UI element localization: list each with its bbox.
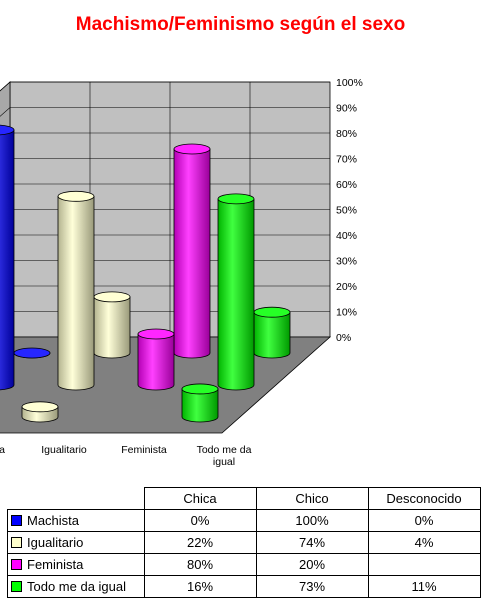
chart-title: Machismo/Feminismo según el sexo (75, 14, 406, 35)
table-row: Todo me da igual 16% 73% 11% (7, 575, 481, 598)
table-row-label: Igualitario (7, 531, 145, 554)
gridline (0, 107, 330, 117)
table-header-row: Chica Chico Desconocido (7, 487, 481, 510)
bar-body (137, 333, 175, 391)
category-label: Igualitario (41, 444, 87, 456)
table-cell: 100% (255, 509, 369, 532)
bar-todo-me-da-igual-desconocido (181, 383, 219, 423)
bar-top (57, 190, 95, 202)
table-row-label: Todo me da igual (7, 575, 145, 598)
table-cell: 73% (255, 575, 369, 598)
row-label-text: Todo me da igual (27, 579, 127, 594)
bar-top (21, 401, 59, 413)
category-label: igual (213, 456, 235, 468)
bar-top (253, 306, 291, 318)
table-header-chica: Chica (143, 487, 257, 510)
y-tick-label: 0% (336, 332, 351, 344)
chart-bars (0, 124, 291, 423)
bar-body (0, 129, 15, 391)
chart-axis-labels: 0% 10% 20% 30% 40% 50% 60% 70% 80% 90% 100% Machist… (0, 77, 363, 468)
legend-swatch-machista (11, 515, 22, 526)
table-cell: 0% (143, 509, 257, 532)
table-header-desconocido: Desconocido (367, 487, 481, 510)
category-label: Todo me da (197, 444, 252, 456)
table-cell: 80% (143, 553, 257, 576)
bar-machista-chico (0, 124, 15, 391)
y-tick-label: 20% (336, 281, 357, 293)
table-corner (7, 487, 145, 510)
category-label: Feminista (121, 444, 167, 456)
bar-body (181, 388, 219, 423)
table-cell: 74% (255, 531, 369, 554)
data-table: Chica Chico Desconocido Machista 0% 100%… (7, 487, 481, 598)
table-cell: 20% (255, 553, 369, 576)
table-row-label: Feminista (7, 553, 145, 576)
y-tick-label: 60% (336, 179, 357, 191)
bar-todo-me-da-igual-chico (217, 193, 255, 391)
table-row-label: Machista (7, 509, 145, 532)
bar-body (217, 198, 255, 391)
bar-feminista-chico (137, 328, 175, 391)
table-cell (367, 553, 481, 576)
bar-body (57, 195, 95, 391)
y-tick-label: 80% (336, 128, 357, 140)
bar-top (0, 124, 15, 136)
y-tick-label: 40% (336, 230, 357, 242)
table-cell: 0% (367, 509, 481, 532)
table-row: Igualitario 22% 74% 4% (7, 531, 481, 554)
bar-top (137, 328, 175, 340)
y-tick-label: 90% (336, 103, 357, 115)
bar-igualitario-chico (57, 190, 95, 391)
bar-body (253, 311, 291, 359)
bar-todo-me-da-igual-chica (253, 306, 291, 359)
bar-top (217, 193, 255, 205)
bar-top (181, 383, 219, 395)
legend-swatch-igualitario (11, 537, 22, 548)
row-label-text: Igualitario (27, 535, 84, 550)
table-row: Feminista 80% 20% (7, 553, 481, 576)
y-tick-label: 100% (336, 77, 363, 89)
bar-igualitario-chica (93, 291, 131, 359)
table-row: Machista 0% 100% 0% (7, 509, 481, 532)
legend-swatch-feminista (11, 559, 22, 570)
legend-swatch-todo-me-da-igual (11, 581, 22, 592)
bar-body (173, 148, 211, 359)
gridline (0, 81, 330, 92)
bar-feminista-chica (173, 143, 211, 359)
chart-3d-plot: 0% 10% 20% 30% 40% 50% 60% 70% 80% 90% 100% Machist… (0, 77, 363, 468)
y-tick-label: 30% (336, 256, 357, 268)
table-cell: 11% (367, 575, 481, 598)
table-cell: 22% (143, 531, 257, 554)
table-cell: 16% (143, 575, 257, 598)
y-tick-label: 50% (336, 205, 357, 217)
bar-igualitario-desconocido (21, 401, 59, 423)
category-label: Machista (0, 444, 5, 456)
row-label-text: Feminista (27, 557, 84, 572)
bar-top (13, 347, 51, 359)
bar-top (93, 291, 131, 303)
table-cell: 4% (367, 531, 481, 554)
bar-top (173, 143, 211, 155)
table-header-chico: Chico (255, 487, 369, 510)
y-tick-label: 70% (336, 154, 357, 166)
row-label-text: Machista (27, 513, 80, 528)
bar-body (93, 296, 131, 359)
bar-machista-chica (13, 347, 51, 359)
y-tick-label: 10% (336, 307, 357, 319)
